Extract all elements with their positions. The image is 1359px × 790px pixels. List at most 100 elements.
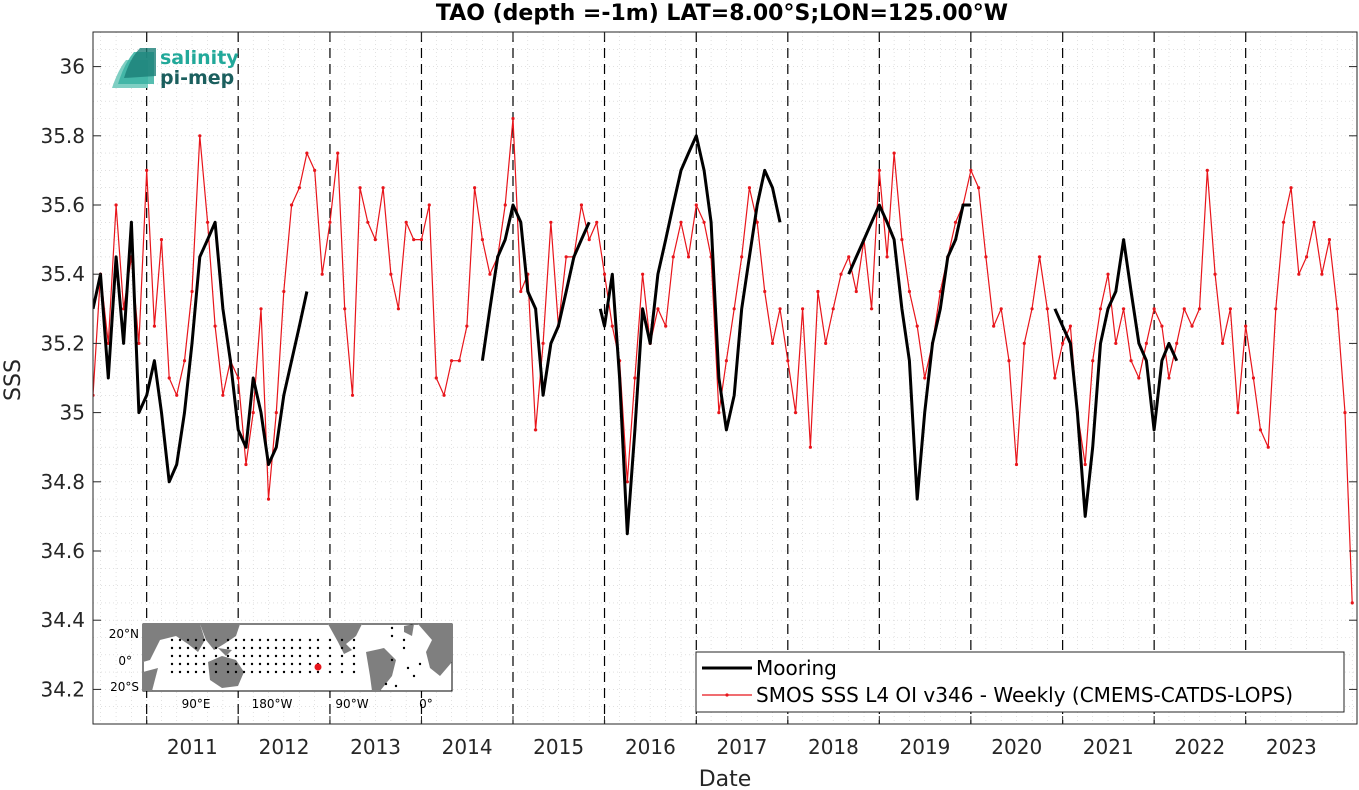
- mooring-site-dot: [214, 670, 218, 674]
- data-point-smos: [549, 220, 553, 224]
- series-line-smos: [93, 117, 1353, 603]
- data-point-smos: [1014, 462, 1019, 467]
- y-axis-title: SSS: [1, 359, 26, 401]
- data-point-smos: [1335, 307, 1339, 311]
- mooring-site-dot: [412, 674, 416, 678]
- mooring-site-dot: [250, 662, 254, 666]
- data-point-smos: [313, 168, 317, 172]
- mooring-site-dot: [274, 646, 278, 650]
- data-point-smos: [305, 151, 309, 155]
- mooring-site-dot: [258, 638, 262, 642]
- series-line-mooring: [847, 203, 971, 501]
- data-point-smos: [182, 359, 187, 363]
- mooring-site-dot: [258, 646, 262, 650]
- data-point-smos: [625, 480, 629, 484]
- data-point-smos: [1258, 428, 1263, 432]
- x-tick-label: 2020: [991, 735, 1042, 759]
- mooring-site-dot: [194, 670, 198, 674]
- data-point-smos: [358, 186, 362, 190]
- x-tick-label: 2023: [1266, 735, 1317, 759]
- data-point-smos: [1266, 445, 1270, 449]
- mooring-site-dot: [242, 670, 246, 674]
- data-point-smos: [816, 289, 820, 294]
- mooring-site-dot: [170, 638, 174, 642]
- mooring-site-dot: [290, 646, 294, 650]
- data-point-smos: [877, 168, 881, 172]
- mooring-site-dot: [258, 662, 262, 666]
- mooring-site-dot: [290, 662, 294, 666]
- mooring-site-dot: [242, 654, 246, 658]
- data-point-smos: [740, 255, 744, 259]
- data-point-smos: [137, 341, 141, 345]
- data-point-smos: [381, 186, 385, 190]
- mooring-site-dot: [194, 646, 198, 650]
- data-point-smos: [159, 238, 164, 242]
- data-point-smos: [717, 411, 721, 415]
- data-point-smos: [1144, 341, 1148, 345]
- mooring-site-dot: [186, 638, 190, 642]
- data-point-smos: [801, 307, 805, 311]
- data-point-smos: [923, 376, 927, 380]
- data-point-smos: [992, 324, 996, 328]
- y-tick-label: 35: [60, 401, 85, 425]
- mooring-site-dot: [170, 662, 174, 666]
- y-tick-label: 34.2: [40, 677, 85, 701]
- inset-map-location-marker: [314, 663, 322, 671]
- mooring-site-dot: [274, 662, 278, 666]
- data-point-smos: [488, 272, 492, 276]
- map-lat-label-20s: 20°S: [110, 680, 139, 694]
- data-point-smos: [847, 255, 851, 259]
- data-point-smos: [1022, 341, 1026, 345]
- data-point-smos: [289, 203, 294, 207]
- mooring-site-dot: [250, 646, 254, 650]
- mooring-site-dot: [298, 670, 302, 674]
- mooring-site-dot: [214, 654, 218, 658]
- mooring-site-dot: [250, 638, 254, 642]
- data-point-smos: [786, 359, 790, 363]
- data-point-smos: [770, 341, 775, 345]
- mooring-site-dot: [402, 646, 406, 650]
- data-point-smos: [1053, 376, 1057, 380]
- data-point-smos: [793, 411, 798, 415]
- data-point-smos: [1045, 307, 1049, 311]
- mooring-site-dot: [242, 646, 246, 650]
- mooring-site-dot: [178, 670, 182, 674]
- data-point-smos: [251, 411, 255, 415]
- y-axis: 34.2 34.4 34.6 34.8 35 35.2 35.4 35.6 35.8 36: [40, 55, 1357, 701]
- x-tick-label: 2011: [167, 735, 218, 759]
- legend-label-smos: SMOS SSS L4 OI v346 - Weekly (CMEMS-CATD…: [756, 683, 1293, 707]
- mooring-site-dot: [178, 654, 182, 658]
- data-point-smos: [671, 255, 675, 259]
- mooring-site-dot: [352, 646, 356, 650]
- data-point-smos: [984, 255, 988, 259]
- mooring-site-dot: [384, 682, 388, 686]
- data-point-smos: [1320, 272, 1324, 276]
- mooring-site-dot: [402, 638, 406, 642]
- data-point-smos: [694, 203, 698, 207]
- data-point-smos: [763, 289, 767, 294]
- mooring-site-dot: [266, 638, 270, 642]
- data-point-smos: [969, 168, 973, 172]
- mooring-site-dot: [202, 654, 206, 658]
- mooring-site-dot: [234, 654, 238, 658]
- mooring-site-dot: [352, 670, 356, 674]
- mooring-site-dot: [298, 662, 302, 666]
- mooring-site-dot: [178, 662, 182, 666]
- mooring-site-dot: [214, 662, 218, 666]
- map-lon-label-180w: 180°W: [252, 697, 293, 711]
- data-point-smos: [778, 307, 782, 311]
- data-point-smos: [533, 428, 538, 432]
- data-point-smos: [1205, 168, 1209, 172]
- mooring-site-dot: [258, 670, 262, 674]
- data-point-smos: [824, 341, 828, 345]
- data-point-smos: [915, 324, 919, 328]
- x-tick-label: 2016: [625, 735, 676, 759]
- y-tick-label: 34.8: [40, 470, 85, 494]
- mooring-site-dot: [418, 662, 422, 666]
- data-point-smos: [1182, 307, 1186, 311]
- mooring-site-dot: [234, 646, 238, 650]
- mooring-site-dot: [214, 646, 218, 650]
- mooring-site-dot: [170, 646, 174, 650]
- mooring-site-dot: [282, 662, 286, 666]
- data-point-smos: [396, 307, 401, 311]
